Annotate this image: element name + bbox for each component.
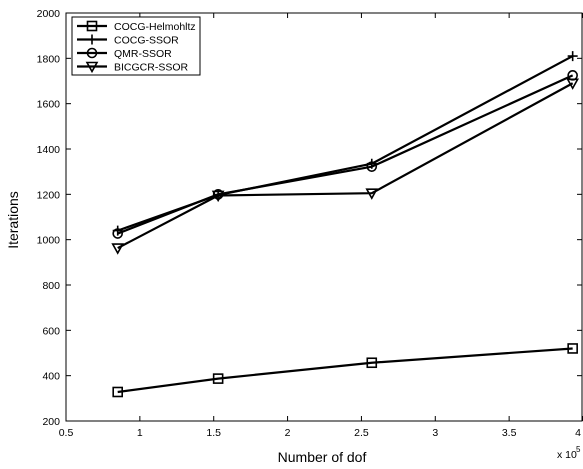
series-line: [117, 74, 574, 235]
x-tick-label: 0.5: [59, 427, 74, 439]
series-qmr-ssor: [112, 70, 578, 239]
x-tick-label: 3.5: [502, 427, 517, 439]
circle-marker: [366, 161, 378, 172]
x-multiplier-exponent: 5: [576, 445, 581, 454]
y-tick-label: 1800: [37, 53, 61, 65]
triangle-down-marker: [111, 243, 125, 255]
x-tick-label: 2.5: [354, 427, 369, 439]
y-tick-label: 1400: [37, 144, 61, 156]
y-tick-label: 400: [42, 371, 60, 383]
square-marker: [86, 20, 98, 32]
triangle-down-marker: [85, 61, 99, 74]
square-marker: [567, 343, 578, 354]
legend-label: BICGCR-SSOR: [114, 62, 189, 74]
legend-item: COCG-Helmohltz: [77, 20, 196, 33]
y-tick-label: 1200: [37, 189, 61, 201]
y-tick-label: 1000: [37, 235, 61, 247]
plot-frame: [65, 12, 583, 422]
square-marker: [366, 357, 378, 369]
plus-marker: [567, 51, 578, 62]
legend-item: COCG-SSOR: [77, 34, 179, 47]
triangle-down-marker: [566, 78, 580, 90]
y-tick-label: 2000: [37, 8, 61, 20]
plus-marker: [87, 34, 97, 45]
series-line: [117, 82, 574, 250]
triangle-down-marker: [211, 190, 225, 203]
legend-label: COCG-SSOR: [114, 35, 179, 47]
y-tick-label: 600: [42, 325, 60, 337]
legend-item: QMR-SSOR: [77, 47, 172, 60]
series-line: [117, 347, 573, 394]
legend-item: BICGCR-SSOR: [77, 62, 189, 74]
x-tick-labels: 0.5 1 1.5 2 2.5 3 3.5 4: [59, 427, 581, 439]
circle-marker: [86, 47, 98, 59]
series-lines: [111, 51, 580, 398]
series-line: [117, 55, 574, 232]
legend-label: COCG-Helmohltz: [114, 21, 196, 33]
series-bicgcr-ssor: [111, 78, 580, 255]
x-tick-label: 1.5: [206, 427, 221, 439]
x-tick-label: 1: [137, 427, 143, 439]
circle-marker: [112, 228, 123, 239]
legend-label: QMR-SSOR: [114, 48, 172, 60]
x-tick-label: 4: [575, 427, 581, 439]
y-tick-labels: 200 400 600 800 1000 1200 1400 1600 1800 2000: [37, 8, 61, 428]
axes: [65, 12, 583, 422]
triangle-down-marker: [365, 188, 379, 200]
x-tick-label: 3: [432, 427, 438, 439]
y-tick-label: 200: [42, 416, 60, 428]
x-multiplier-label: x 10: [557, 449, 577, 461]
x-axis-label: Number of dof: [278, 449, 367, 465]
square-marker: [212, 373, 224, 384]
series-cocg-helmohltz: [112, 343, 578, 398]
y-axis-label: Iterations: [5, 191, 21, 249]
x-tick-label: 2: [285, 427, 291, 439]
y-tick-label: 800: [42, 280, 60, 292]
y-tick-label: 1600: [37, 99, 61, 111]
square-marker: [112, 386, 123, 398]
